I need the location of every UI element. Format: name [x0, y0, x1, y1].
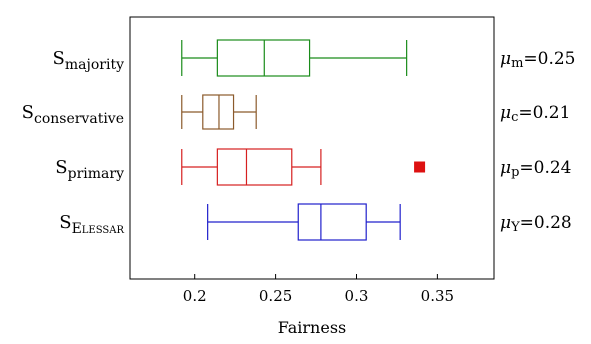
- series-label-sub: majority: [65, 57, 124, 73]
- mean-label: μm=0.25: [500, 49, 576, 71]
- mean-subscript: Y: [510, 220, 520, 235]
- x-axis-label: Fairness: [278, 318, 347, 337]
- mean-label: μY=0.28: [500, 213, 572, 235]
- mean-value: =0.25: [523, 49, 575, 69]
- series-label-sub: Elessar: [72, 221, 125, 237]
- series-label-main: S: [53, 48, 65, 69]
- outlier-point: [414, 161, 426, 173]
- iqr-box: [202, 94, 235, 130]
- iqr-box: [216, 39, 311, 77]
- x-tick-label: 0.2: [183, 287, 207, 305]
- mean-label: μp=0.24: [500, 158, 572, 180]
- series-label: SElessar: [59, 212, 124, 237]
- series-label-main: S: [55, 157, 67, 178]
- series-label-main: S: [59, 212, 71, 233]
- series-label-sub: primary: [68, 166, 124, 182]
- mean-symbol: μ: [500, 213, 511, 233]
- plot-frame: [129, 16, 495, 280]
- x-tick-label: 0.3: [345, 287, 369, 305]
- series-label-sub: conservative: [34, 111, 124, 127]
- mean-label: μc=0.21: [500, 103, 570, 125]
- mean-value: =0.24: [519, 158, 571, 178]
- mean-symbol: μ: [500, 103, 511, 123]
- series-label-main: S: [22, 102, 34, 123]
- mean-subscript: c: [511, 110, 518, 125]
- iqr-box: [297, 203, 367, 241]
- iqr-box: [216, 148, 293, 186]
- x-tick-label: 0.35: [421, 287, 454, 305]
- mean-value: =0.21: [518, 103, 570, 123]
- mean-subscript: p: [511, 165, 519, 180]
- mean-subscript: m: [511, 56, 523, 71]
- mean-symbol: μ: [500, 49, 511, 69]
- mean-value: =0.28: [520, 213, 572, 233]
- x-tick-label: 0.25: [259, 287, 292, 305]
- series-label: Sprimary: [55, 157, 124, 182]
- series-label: Sconservative: [22, 102, 124, 127]
- series-label: Smajority: [53, 48, 125, 73]
- mean-symbol: μ: [500, 158, 511, 178]
